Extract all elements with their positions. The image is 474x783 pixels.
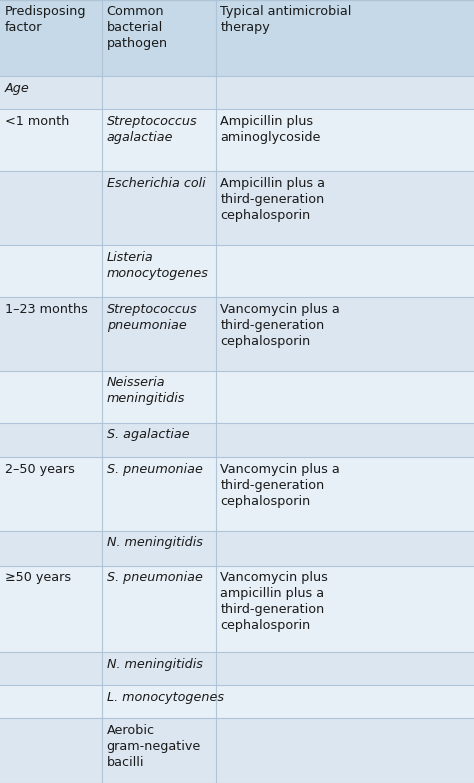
- Bar: [102, 652, 216, 685]
- Bar: [0, 652, 102, 685]
- Text: Vancomycin plus
ampicillin plus a
third-generation
cephalosporin: Vancomycin plus ampicillin plus a third-…: [220, 571, 328, 632]
- Bar: [216, 245, 474, 297]
- Bar: [102, 0, 216, 76]
- Bar: [102, 109, 216, 171]
- Text: Ampicillin plus a
third-generation
cephalosporin: Ampicillin plus a third-generation cepha…: [220, 177, 326, 222]
- Bar: [216, 109, 474, 171]
- Bar: [102, 76, 216, 109]
- Text: Age: Age: [5, 81, 29, 95]
- Text: Neisseria
meningitidis: Neisseria meningitidis: [107, 376, 185, 405]
- Bar: [216, 652, 474, 685]
- Bar: [102, 245, 216, 297]
- Text: <1 month: <1 month: [5, 114, 69, 128]
- Bar: [0, 457, 102, 531]
- Bar: [0, 370, 102, 423]
- Text: S. agalactiae: S. agalactiae: [107, 428, 189, 441]
- Text: S. pneumoniae: S. pneumoniae: [107, 463, 202, 476]
- Text: Streptococcus
pneumoniae: Streptococcus pneumoniae: [107, 302, 197, 331]
- Text: L. monocytogenes: L. monocytogenes: [107, 691, 224, 704]
- Bar: [102, 457, 216, 531]
- Bar: [102, 423, 216, 457]
- Bar: [216, 0, 474, 76]
- Bar: [0, 297, 102, 370]
- Bar: [102, 685, 216, 718]
- Text: Escherichia coli: Escherichia coli: [107, 177, 205, 190]
- Text: Typical antimicrobial
therapy: Typical antimicrobial therapy: [220, 5, 352, 34]
- Text: ≥50 years: ≥50 years: [5, 571, 71, 584]
- Bar: [216, 685, 474, 718]
- Bar: [0, 531, 102, 565]
- Text: Listeria
monocytogenes: Listeria monocytogenes: [107, 251, 209, 280]
- Bar: [102, 171, 216, 245]
- Bar: [216, 297, 474, 370]
- Text: N. meningitidis: N. meningitidis: [107, 536, 202, 550]
- Bar: [216, 76, 474, 109]
- Text: Common
bacterial
pathogen: Common bacterial pathogen: [107, 5, 168, 50]
- Bar: [102, 370, 216, 423]
- Text: Ampicillin plus
aminoglycoside: Ampicillin plus aminoglycoside: [220, 114, 321, 143]
- Bar: [0, 0, 102, 76]
- Text: 1–23 months: 1–23 months: [5, 302, 88, 316]
- Bar: [0, 685, 102, 718]
- Text: Predisposing
factor: Predisposing factor: [5, 5, 86, 34]
- Bar: [0, 171, 102, 245]
- Bar: [0, 245, 102, 297]
- Text: S. pneumoniae: S. pneumoniae: [107, 571, 202, 584]
- Bar: [216, 457, 474, 531]
- Text: Vancomycin plus a
third-generation
cephalosporin: Vancomycin plus a third-generation cepha…: [220, 463, 340, 508]
- Text: N. meningitidis: N. meningitidis: [107, 658, 202, 671]
- Bar: [102, 718, 216, 783]
- Bar: [216, 171, 474, 245]
- Bar: [0, 109, 102, 171]
- Text: Aerobic
gram-negative
bacilli: Aerobic gram-negative bacilli: [107, 723, 201, 769]
- Bar: [0, 718, 102, 783]
- Bar: [216, 565, 474, 652]
- Bar: [216, 423, 474, 457]
- Bar: [216, 370, 474, 423]
- Bar: [102, 565, 216, 652]
- Bar: [216, 718, 474, 783]
- Text: Vancomycin plus a
third-generation
cephalosporin: Vancomycin plus a third-generation cepha…: [220, 302, 340, 348]
- Text: 2–50 years: 2–50 years: [5, 463, 74, 476]
- Bar: [0, 423, 102, 457]
- Bar: [216, 531, 474, 565]
- Bar: [0, 565, 102, 652]
- Text: Streptococcus
agalactiae: Streptococcus agalactiae: [107, 114, 197, 143]
- Bar: [0, 76, 102, 109]
- Bar: [102, 297, 216, 370]
- Bar: [102, 531, 216, 565]
